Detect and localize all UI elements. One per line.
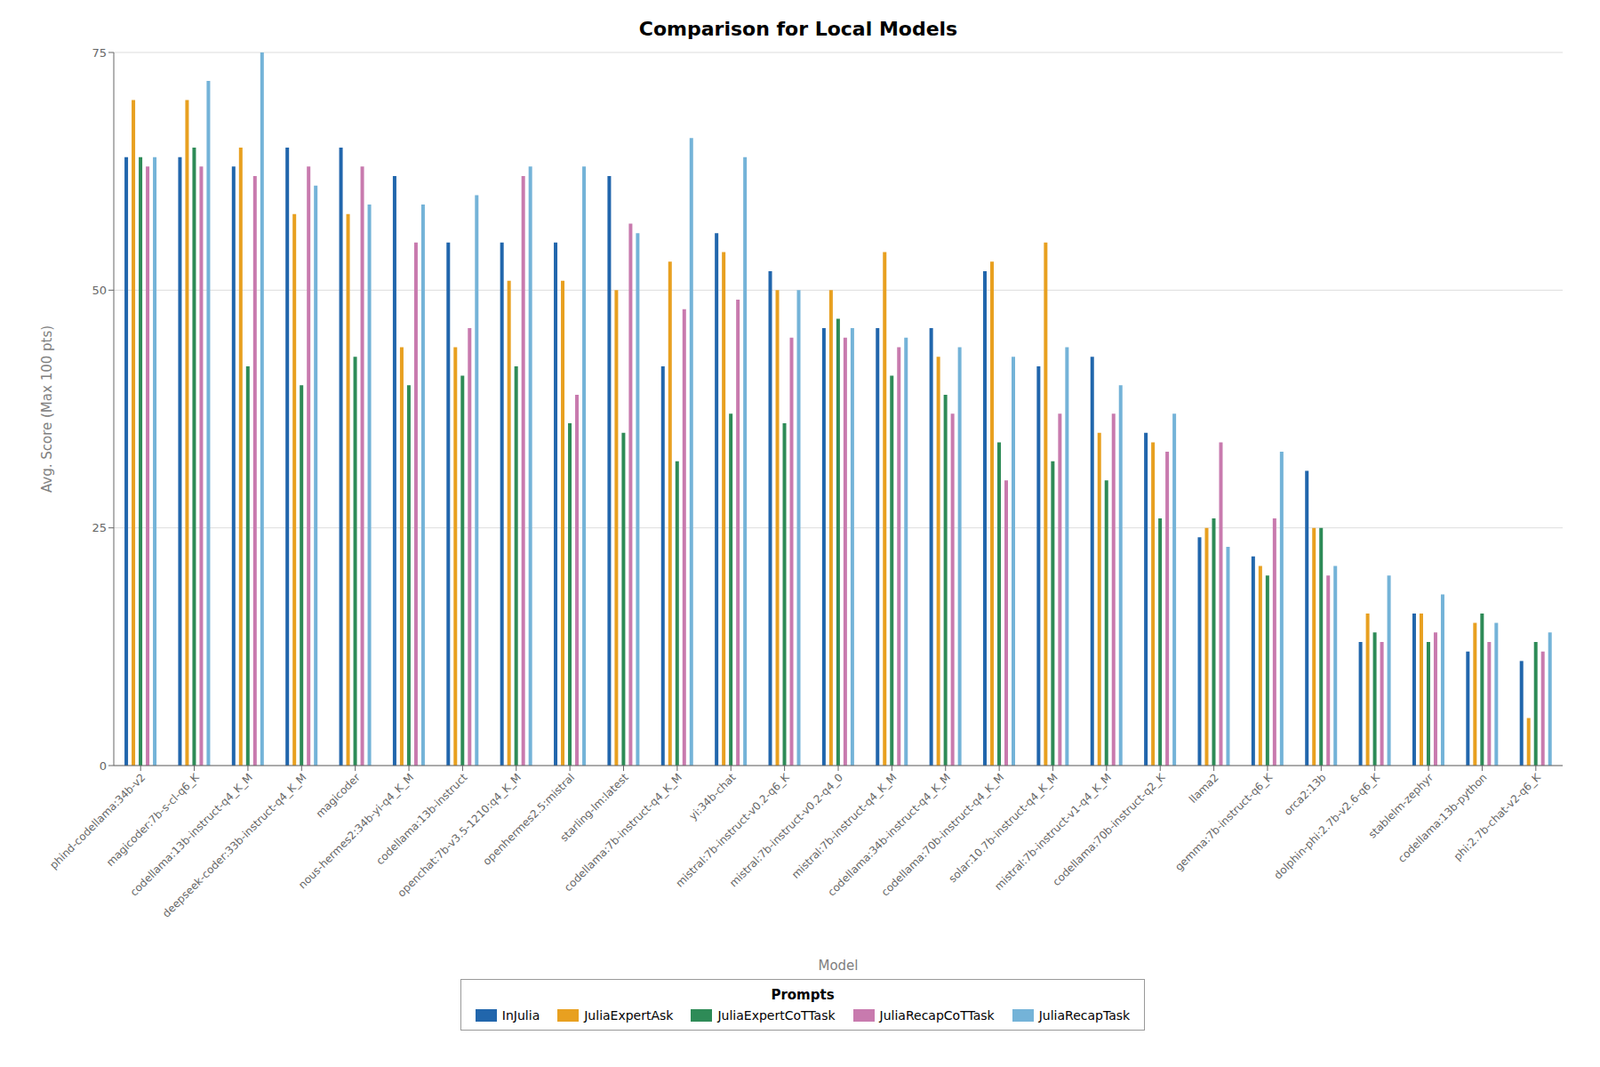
svg-text:magicoder: magicoder: [313, 770, 363, 820]
html-text:JuliaExpertAsk: JuliaExpertAsk: [584, 1008, 674, 1023]
svg-text:stablelm-zephyr: stablelm-zephyr: [1366, 770, 1436, 841]
svg-text:mistral:7b-instruct-q4_K_M: mistral:7b-instruct-q4_K_M: [789, 770, 900, 881]
html-text:JuliaRecapTask: JuliaRecapTask: [1038, 1008, 1130, 1023]
svg-text:openchat:7b-v3.5-1210:q4_K_M: openchat:7b-v3.5-1210:q4_K_M: [395, 770, 524, 900]
html-text:Comparison for Local Models: Comparison for Local Models: [638, 17, 958, 40]
svg-text:openhermes2.5:mistral: openhermes2.5:mistral: [480, 770, 578, 868]
svg-text:codellama:7b-instruct-q4_K_M: codellama:7b-instruct-q4_K_M: [561, 770, 685, 894]
svg-text:mistral:7b-instruct-v0.2-q4_0: mistral:7b-instruct-v0.2-q4_0: [727, 770, 846, 889]
svg-text:codellama:13b-instruct: codellama:13b-instruct: [373, 770, 470, 867]
svg-text:starling-lm:latest: starling-lm:latest: [557, 770, 631, 844]
svg-text:yi:34b-chat: yi:34b-chat: [686, 770, 738, 823]
svg-text:phi:2.7b-chat-v2-q6_K: phi:2.7b-chat-v2-q6_K: [1451, 769, 1544, 863]
html-text:Prompts: Prompts: [771, 986, 835, 1003]
svg-text:deepseek-coder:33b-instruct-q4: deepseek-coder:33b-instruct-q4_K_M: [160, 770, 309, 920]
svg-text:dolphin-phi:2.7b-v2.6-q6_K: dolphin-phi:2.7b-v2.6-q6_K: [1272, 769, 1384, 881]
svg-text:solar:10.7b-instruct-q4_K_M: solar:10.7b-instruct-q4_K_M: [945, 770, 1060, 885]
svg-text:mistral:7b-instruct-v0.2-q6_K: mistral:7b-instruct-v0.2-q6_K: [672, 769, 792, 889]
html-text:JuliaRecapCoTTask: JuliaRecapCoTTask: [879, 1008, 995, 1023]
html-text:InJulia: InJulia: [502, 1008, 540, 1023]
svg-text:75: 75: [91, 46, 107, 60]
svg-text:Avg. Score (Max 100 pts): Avg. Score (Max 100 pts): [39, 325, 56, 493]
svg-text:0: 0: [99, 759, 107, 773]
svg-text:llama2: llama2: [1186, 770, 1222, 806]
svg-text:orca2:13b: orca2:13b: [1281, 770, 1329, 818]
svg-text:Model: Model: [817, 957, 858, 974]
svg-text:nous-hermes2:34b-yi-q4_K_M: nous-hermes2:34b-yi-q4_K_M: [296, 770, 416, 891]
svg-text:gemma:7b-instruct-q6_K: gemma:7b-instruct-q6_K: [1172, 769, 1276, 873]
svg-text:magicoder:7b-s-cl-q6_K: magicoder:7b-s-cl-q6_K: [104, 769, 203, 869]
svg-text:codellama:34b-instruct-q4_K_M: codellama:34b-instruct-q4_K_M: [825, 770, 953, 899]
svg-text:mistral:7b-instruct-v1-q4_K_M: mistral:7b-instruct-v1-q4_K_M: [992, 770, 1114, 893]
svg-text:phind-codellama:34b-v2: phind-codellama:34b-v2: [47, 770, 148, 872]
svg-text:50: 50: [91, 283, 107, 297]
svg-text:codellama:70b-instruct-q4_K_M: codellama:70b-instruct-q4_K_M: [878, 770, 1007, 899]
svg-text:codellama:70b-instruct-q2_K: codellama:70b-instruct-q2_K: [1050, 769, 1169, 888]
svg-text:codellama:13b-python: codellama:13b-python: [1395, 770, 1490, 865]
svg-text:25: 25: [91, 520, 107, 535]
html-text:JuliaExpertCoTTask: JuliaExpertCoTTask: [717, 1008, 836, 1023]
svg-text:codellama:13b-instruct-q4_K_M: codellama:13b-instruct-q4_K_M: [127, 770, 256, 899]
